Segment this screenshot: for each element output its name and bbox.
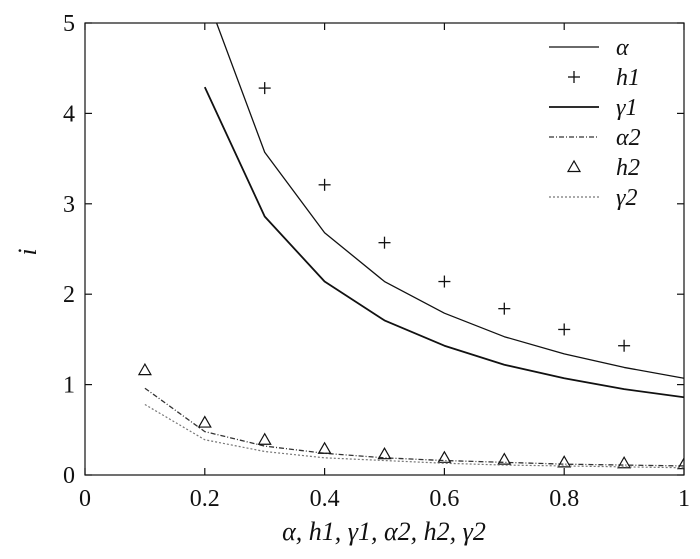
triangle-marker: [676, 456, 684, 470]
triangle-marker: [617, 456, 632, 469]
ticks-layer: 0 0.2 0.4 0.6 0.8 1 0 1 2 3 4 5: [63, 11, 690, 512]
legend-item: h2: [566, 155, 640, 181]
legend-item: γ2: [549, 185, 637, 211]
series-5: [144, 403, 684, 469]
triangle-marker: [557, 455, 572, 468]
legend-item: γ1: [549, 95, 637, 121]
x-tick-label: 0.6: [429, 486, 459, 512]
legend-label: α: [616, 35, 629, 61]
legend-item: α2: [549, 125, 641, 151]
triangle-marker: [317, 441, 332, 454]
series-0: [215, 23, 684, 379]
x-tick-label: 1: [678, 486, 690, 512]
y-axis-label: i: [13, 248, 42, 255]
triangle-marker: [257, 432, 272, 445]
series-line: [203, 86, 684, 399]
legend-item: h1: [568, 65, 640, 91]
triangle-marker: [377, 446, 392, 460]
series-1: [258, 82, 631, 352]
y-tick-label: 4: [63, 101, 75, 127]
y-tick-label: 1: [63, 373, 75, 399]
plot-frame: [84, 22, 685, 476]
triangle-marker: [197, 415, 212, 428]
y-tick-label: 2: [63, 282, 75, 308]
series-2: [203, 86, 684, 399]
legend-label: γ2: [616, 185, 637, 211]
legend-triangle-marker: [566, 159, 582, 173]
series-line: [144, 403, 684, 469]
y-tick-label: 3: [63, 192, 75, 218]
triangle-marker: [497, 452, 512, 465]
legend-label: α2: [616, 125, 641, 151]
legend: α h1 γ1 α2 h2 γ2: [549, 35, 641, 211]
series-3: [144, 387, 684, 467]
legend-label: h2: [616, 155, 640, 181]
y-tick-label: 5: [63, 11, 75, 37]
x-tick-label: 0.4: [310, 486, 340, 512]
triangle-marker: [137, 362, 152, 376]
legend-item: α: [549, 35, 629, 61]
y-tick-label: 0: [63, 463, 75, 489]
series-4: [137, 362, 684, 470]
legend-label: γ1: [616, 95, 637, 121]
series-line: [144, 387, 684, 467]
legend-label: h1: [616, 65, 640, 91]
x-axis-label: α, h1, γ1, α2, h2, γ2: [282, 517, 486, 546]
x-tick-label: 0.2: [190, 486, 220, 512]
series-line: [215, 23, 684, 379]
x-tick-label: 0.8: [549, 486, 579, 512]
x-tick-label: 0: [79, 486, 91, 512]
series-layer: [137, 23, 684, 470]
triangle-marker: [437, 450, 452, 463]
